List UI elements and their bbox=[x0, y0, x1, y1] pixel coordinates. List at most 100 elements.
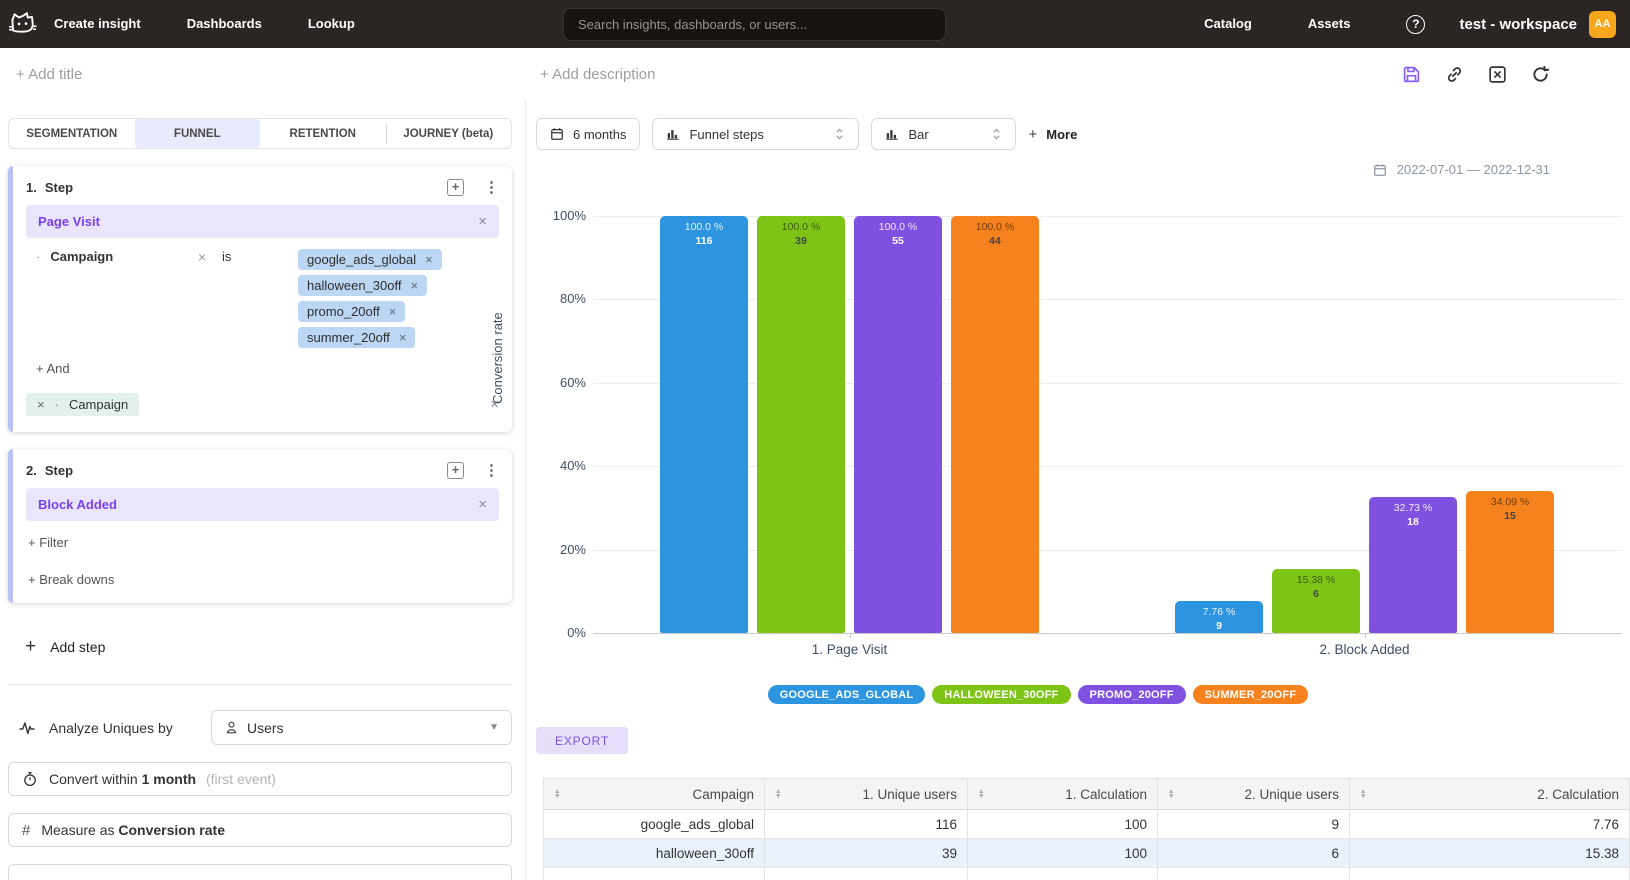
insight-type-tabs: SEGMENTATION FUNNEL RETENTION JOURNEY (beta… bbox=[8, 118, 512, 149]
chip-label: summer_20off bbox=[307, 330, 390, 345]
legend-pill-halloween_30off[interactable]: HALLOWEEN_30OFF bbox=[932, 685, 1071, 704]
bar-promo_20off[interactable]: 100.0 % 55 bbox=[854, 216, 942, 633]
search-input[interactable] bbox=[563, 8, 946, 41]
bar-halloween_30off[interactable]: 15.38 % 6 bbox=[1272, 568, 1360, 633]
filter-value-chip[interactable]: google_ads_global × bbox=[298, 249, 442, 270]
nav-item-assets[interactable]: Assets bbox=[1307, 16, 1351, 31]
workspace-name[interactable]: test - workspace bbox=[1459, 15, 1577, 33]
sort-icon[interactable]: ▲ ▼ bbox=[978, 788, 985, 800]
bar-promo_20off[interactable]: 32.73 % 18 bbox=[1369, 496, 1457, 633]
filter-value-chip[interactable]: promo_20off × bbox=[298, 301, 406, 322]
filter-value-chip[interactable]: summer_20off × bbox=[298, 327, 416, 348]
clipped-setting-box[interactable] bbox=[8, 864, 512, 880]
legend-pill-google_ads_global[interactable]: GOOGLE_ADS_GLOBAL bbox=[767, 685, 926, 704]
analyze-entity-select[interactable]: Users ▼ bbox=[211, 710, 512, 745]
filter-value-chip[interactable]: halloween_30off × bbox=[298, 275, 428, 296]
gridline-0 bbox=[593, 633, 1622, 634]
table-cell bbox=[543, 868, 765, 880]
app-logo-cat-icon[interactable] bbox=[8, 11, 40, 38]
bar-halloween_30off[interactable]: 100.0 % 39 bbox=[757, 216, 845, 633]
legend-pill-summer_20off[interactable]: SUMMER_20OFF bbox=[1192, 685, 1309, 704]
save-icon[interactable] bbox=[1402, 65, 1421, 84]
bar-summer_20off[interactable]: 34.09 % 15 bbox=[1466, 490, 1554, 633]
step-menu-icon[interactable]: ⋮ bbox=[484, 462, 499, 479]
remove-breakdown-row-icon[interactable]: × bbox=[490, 396, 499, 413]
table-header-2-calculation[interactable]: ▲ ▼ 2. Calculation bbox=[1350, 778, 1630, 810]
copy-link-icon[interactable] bbox=[1445, 65, 1464, 84]
bar-summer_20off[interactable]: 100.0 % 44 bbox=[951, 216, 1039, 633]
view-type-select[interactable]: Funnel steps bbox=[652, 118, 860, 150]
plus-icon: + bbox=[25, 636, 37, 657]
table-header-2-unique-users[interactable]: ▲ ▼ 2. Unique users bbox=[1158, 778, 1350, 810]
remove-chip-icon[interactable]: × bbox=[388, 304, 397, 319]
nav-item-create-insight[interactable]: Create insight bbox=[54, 16, 141, 31]
add-filter-link[interactable]: + Filter bbox=[28, 535, 69, 550]
tab-funnel[interactable]: FUNNEL bbox=[134, 119, 260, 148]
refresh-icon[interactable] bbox=[1531, 65, 1550, 84]
filter-values: google_ads_global × halloween_30off × promo_… bbox=[298, 249, 442, 348]
remove-filter-icon[interactable]: × bbox=[198, 249, 207, 265]
table-row[interactable]: halloween_30off 39 100 6 15.38 bbox=[543, 839, 1630, 868]
event-name[interactable]: Page Visit bbox=[38, 214, 100, 229]
filter-operator[interactable]: is bbox=[222, 249, 232, 264]
bar-google_ads_global[interactable]: 100.0 % 116 bbox=[660, 216, 748, 633]
tab-retention[interactable]: RETENTION bbox=[289, 127, 356, 140]
y-tick-label: 100% bbox=[552, 208, 586, 223]
sort-icon[interactable]: ▲ ▼ bbox=[1168, 788, 1175, 800]
sort-icon[interactable]: ▲ ▼ bbox=[775, 788, 782, 800]
measure-as-setting[interactable]: # Measure as Conversion rate bbox=[8, 813, 512, 847]
bar-google_ads_global[interactable]: 7.76 % 9 bbox=[1175, 600, 1263, 633]
chevron-down-icon: ▼ bbox=[489, 722, 499, 733]
table-header-1-unique-users[interactable]: ▲ ▼ 1. Unique users bbox=[765, 778, 968, 810]
tab-segmentation[interactable]: SEGMENTATION bbox=[26, 127, 118, 140]
date-preset-button[interactable]: 6 months bbox=[536, 118, 641, 150]
breakdown-chip[interactable]: × · Campaign bbox=[26, 393, 140, 416]
date-range-display[interactable]: 2022-07-01 — 2022-12-31 bbox=[1373, 162, 1550, 177]
remove-chip-icon[interactable]: × bbox=[410, 278, 419, 293]
remove-breakdown-icon[interactable]: × bbox=[37, 397, 45, 412]
nav-item-lookup[interactable]: Lookup bbox=[307, 16, 355, 31]
table-header-1-calculation[interactable]: ▲ ▼ 1. Calculation bbox=[968, 778, 1158, 810]
add-description-field[interactable]: + Add description bbox=[540, 65, 656, 83]
table-cell: 7.76 bbox=[1350, 810, 1630, 839]
legend-pill-promo_20off[interactable]: PROMO_20OFF bbox=[1077, 685, 1186, 704]
more-options-button[interactable]: + More bbox=[1028, 125, 1078, 143]
filter-property[interactable]: · Campaign bbox=[36, 249, 114, 264]
nav-item-catalog[interactable]: Catalog bbox=[1204, 16, 1252, 31]
event-row[interactable]: Page Visit × bbox=[26, 205, 499, 238]
remove-chip-icon[interactable]: × bbox=[398, 330, 407, 345]
table-header-campaign[interactable]: ▲ ▼ Campaign bbox=[543, 778, 765, 810]
add-breakdowns-link[interactable]: + Break downs bbox=[28, 572, 115, 587]
table-row[interactable]: google_ads_global 116 100 9 7.76 bbox=[543, 810, 1630, 839]
table-cell: 39 bbox=[765, 839, 968, 868]
remove-event-icon[interactable]: × bbox=[478, 213, 487, 230]
sort-icon[interactable]: ▲ ▼ bbox=[554, 788, 561, 800]
export-button[interactable]: EXPORT bbox=[536, 727, 628, 754]
y-tick-label: 60% bbox=[559, 374, 586, 390]
table-cell: 100 bbox=[968, 810, 1158, 839]
duplicate-step-icon[interactable]: + bbox=[447, 461, 464, 479]
bar-percent-label: 100.0 % bbox=[684, 221, 724, 233]
add-step-button[interactable]: + Add step bbox=[25, 636, 106, 657]
close-insight-icon[interactable] bbox=[1488, 65, 1507, 84]
avatar[interactable]: AA bbox=[1589, 10, 1616, 38]
bar-percent-label: 32.73 % bbox=[1393, 501, 1433, 514]
duplicate-step-icon[interactable]: + bbox=[447, 178, 464, 196]
tab-journey[interactable]: JOURNEY (beta) bbox=[385, 119, 512, 148]
event-name[interactable]: Block Added bbox=[38, 497, 117, 512]
add-and-condition[interactable]: + And bbox=[36, 361, 70, 376]
table-cell bbox=[765, 868, 968, 880]
chart-area: 6 months Funnel steps B bbox=[490, 100, 1630, 880]
help-icon[interactable]: ? bbox=[1406, 14, 1426, 34]
sort-icon[interactable]: ▲ ▼ bbox=[1360, 788, 1367, 800]
chart-type-select[interactable]: Bar bbox=[871, 118, 1017, 150]
nav-item-dashboards[interactable]: Dashboards bbox=[186, 16, 262, 31]
remove-chip-icon[interactable]: × bbox=[425, 252, 433, 267]
analyze-uniques-label: Analyze Uniques by bbox=[49, 719, 173, 736]
add-title-field[interactable]: + Add title bbox=[16, 65, 83, 83]
bar-percent-label: 100.0 % bbox=[975, 221, 1015, 233]
event-row[interactable]: Block Added × bbox=[26, 488, 499, 521]
step-menu-icon[interactable]: ⋮ bbox=[484, 179, 499, 196]
convert-within-setting[interactable]: Convert within 1 month (first event) bbox=[8, 762, 512, 796]
remove-event-icon[interactable]: × bbox=[478, 496, 487, 513]
